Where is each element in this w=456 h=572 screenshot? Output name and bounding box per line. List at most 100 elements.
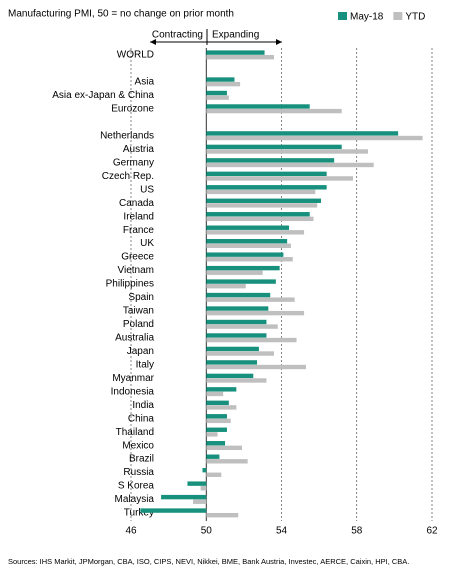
- y-tick-label: Asia ex-Japan & China: [52, 90, 154, 101]
- bar: [206, 55, 274, 60]
- y-tick-label: Malaysia: [115, 494, 155, 505]
- bar: [202, 467, 207, 473]
- bar: [206, 351, 274, 356]
- y-tick-label: France: [123, 225, 155, 236]
- x-tick-label: 62: [426, 526, 438, 537]
- bar: [206, 104, 310, 109]
- bar: [206, 243, 291, 248]
- bar: [206, 454, 220, 459]
- bar: [200, 486, 207, 491]
- bar: [206, 418, 231, 424]
- bar: [206, 387, 237, 392]
- bar: [206, 189, 316, 195]
- y-tick-label: Asia: [135, 77, 155, 88]
- annotation: Contracting: [152, 30, 203, 41]
- bar: [206, 391, 224, 397]
- y-tick-label: Brazil: [129, 454, 154, 465]
- bar: [206, 306, 269, 311]
- bar: [140, 508, 207, 513]
- legend-label: YTD: [405, 12, 425, 23]
- bar: [206, 441, 226, 446]
- bar: [206, 216, 314, 222]
- y-tick-label: Turkey: [124, 508, 154, 519]
- bar: [206, 131, 399, 136]
- bar: [206, 297, 295, 302]
- legend-swatch: [393, 12, 403, 20]
- bar: [206, 265, 280, 271]
- bar: [206, 198, 322, 203]
- x-tick-label: 58: [351, 526, 363, 537]
- x-tick-label: 54: [276, 526, 288, 537]
- y-tick-label: China: [128, 413, 155, 424]
- x-tick-label: 46: [125, 526, 137, 537]
- y-tick-label: WORLD: [117, 50, 154, 61]
- bar: [206, 427, 227, 432]
- bar: [206, 81, 241, 87]
- y-tick-label: India: [132, 400, 154, 411]
- bar: [206, 512, 239, 518]
- bar: [206, 257, 293, 262]
- y-tick-label: Mexico: [122, 440, 154, 451]
- bar: [206, 364, 306, 370]
- bar: [206, 77, 235, 82]
- y-tick-label: Taiwan: [123, 306, 154, 317]
- bar: [206, 149, 369, 154]
- bar: [206, 360, 258, 365]
- y-tick-label: Austria: [123, 144, 155, 155]
- bar: [206, 203, 318, 208]
- y-tick-label: Philippines: [106, 279, 154, 290]
- bar: [206, 333, 267, 338]
- bar: [206, 432, 218, 437]
- bar: [206, 337, 297, 343]
- bar: [206, 400, 229, 406]
- bar: [206, 270, 263, 275]
- bar: [206, 108, 342, 114]
- bar: [187, 481, 207, 486]
- y-tick-label: Australia: [115, 333, 154, 344]
- bar: [206, 324, 278, 329]
- y-tick-label: Canada: [119, 198, 154, 209]
- bar: [206, 171, 327, 177]
- y-tick-label: Russia: [123, 467, 154, 478]
- bar: [206, 158, 335, 163]
- y-tick-label: Czech Rep.: [102, 171, 154, 182]
- bar: [206, 176, 353, 181]
- y-tick-label: Poland: [123, 319, 154, 330]
- y-tick-label: Spain: [128, 292, 154, 303]
- bar: [206, 283, 246, 289]
- bar: [206, 346, 259, 352]
- bar: [206, 230, 305, 235]
- bar: [206, 310, 305, 316]
- bar: [206, 162, 374, 168]
- bar: [206, 252, 284, 257]
- bar: [206, 414, 227, 419]
- bar: [206, 378, 267, 383]
- y-tick-label: Myanmar: [112, 373, 154, 384]
- y-tick-label: Ireland: [123, 211, 154, 222]
- legend-label: May-18: [350, 12, 384, 23]
- x-tick-label: 50: [201, 526, 213, 537]
- y-tick-label: Indonesia: [111, 386, 155, 397]
- bar: [206, 292, 271, 298]
- y-tick-label: S Korea: [118, 481, 155, 492]
- bar: [206, 472, 222, 477]
- y-tick-label: Eurozone: [111, 104, 154, 115]
- bar: [206, 405, 237, 410]
- y-tick-label: Japan: [127, 346, 154, 357]
- bar: [206, 373, 254, 379]
- y-tick-label: Italy: [136, 359, 154, 370]
- bar: [206, 319, 267, 325]
- y-tick-label: Greece: [121, 252, 154, 263]
- bar: [206, 225, 290, 230]
- bar: [206, 212, 310, 217]
- bar: [206, 445, 242, 451]
- bar: [206, 50, 265, 55]
- y-tick-label: Vietnam: [117, 265, 154, 276]
- chart-title: Manufacturing PMI, 50 = no change on pri…: [8, 9, 234, 20]
- bar: [206, 238, 288, 244]
- bar: [161, 494, 207, 500]
- y-tick-label: Germany: [113, 157, 154, 168]
- bar: [206, 95, 229, 100]
- y-tick-label: Thailand: [116, 427, 154, 438]
